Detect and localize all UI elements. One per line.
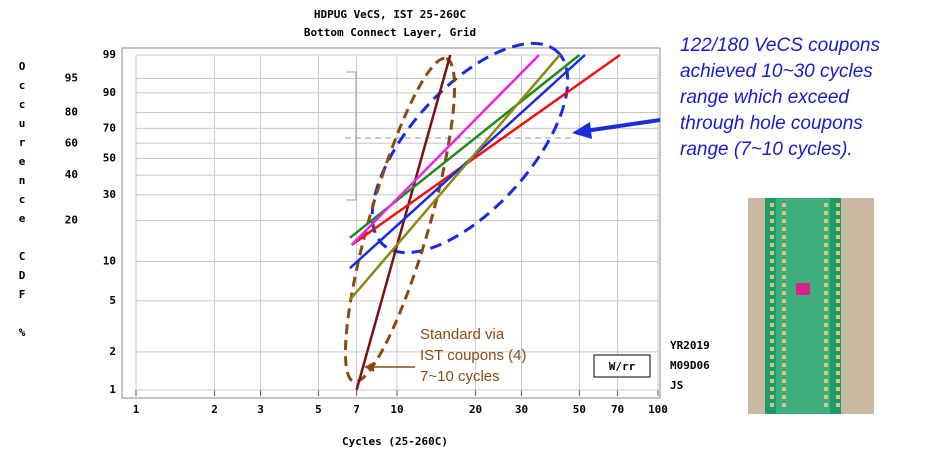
chart-subtitle: Bottom Connect Layer, Grid [304,26,476,39]
y-tick-label: 50 [103,152,116,165]
y-axis-label: Occurence CDF % [16,60,29,345]
fit-line [350,54,540,246]
x-axis-label: Cycles (25-260C) [342,435,448,448]
bracket [346,71,357,201]
annotation: 122/180 VeCS coupons achieved 10~30 cycle… [680,35,881,160]
x-tick-label: 100 [648,403,668,416]
coupon-photo [748,198,874,414]
y-tick-label: 99 [103,48,116,61]
y-tick-label: 60 [65,136,78,149]
arrow-head [572,122,592,139]
y-tick-label: 95 [65,72,78,85]
x-tick-label: 70 [611,403,624,416]
method-box [593,354,651,378]
x-tick-label: 1 [133,403,140,416]
method: W/rr [609,360,636,373]
y-tick-label: 40 [65,168,78,181]
standard-note-line: 7~10 cycles [420,368,500,385]
y-tick-label: 30 [103,188,116,201]
x-tick-label: 30 [515,403,528,416]
x-tick-label: 3 [257,403,264,416]
x-tick-label: 10 [390,403,403,416]
x-tick-label: 5 [315,403,322,416]
standard-note: Standard via IST coupons (4) 7~10 cycles [420,326,526,385]
arrow [584,118,661,133]
fit-line [355,54,452,391]
x-tick-label: 2 [211,403,218,416]
stamp-line: JS [670,379,683,392]
y-tick-label: 1 [109,383,116,396]
y-tick-label: 20 [65,214,78,227]
fit-line [348,54,561,301]
chart-title: HDPUG VeCS, IST 25-260C [314,8,466,21]
vecs-ellipse [370,41,570,255]
x-tick-label: 50 [573,403,586,416]
y-tick-label: 70 [103,121,116,134]
y-tick-label: 2 [109,345,116,358]
annotation-line: range which exceed [680,87,850,108]
plot-frame [121,47,661,399]
y-tick-label: 10 [103,255,116,268]
stamp-line: M09D06 [670,359,710,372]
x-tick-label: 20 [469,403,482,416]
annotation-line: 122/180 VeCS coupons [680,35,881,56]
annotation-line: range (7~10 cycles). [680,139,853,160]
annotation-line: achieved 10~30 cycles [680,61,873,82]
arrow-head [364,362,374,372]
marks [348,53,621,391]
standard-note-line: IST coupons (4) [420,347,526,364]
grid [135,54,659,396]
y-tick-label: 90 [103,86,116,99]
y-tick-label: 5 [109,294,116,307]
fit-line [350,53,621,246]
y-tick-label: 80 [65,105,78,118]
stamp-line: YR2019 [670,339,710,352]
standard-note-line: Standard via [420,326,505,343]
annotation-line: through hole coupons [680,113,863,134]
stamp: YR2019 M09D06 JS [670,339,710,392]
x-tick-label: 7 [353,403,360,416]
